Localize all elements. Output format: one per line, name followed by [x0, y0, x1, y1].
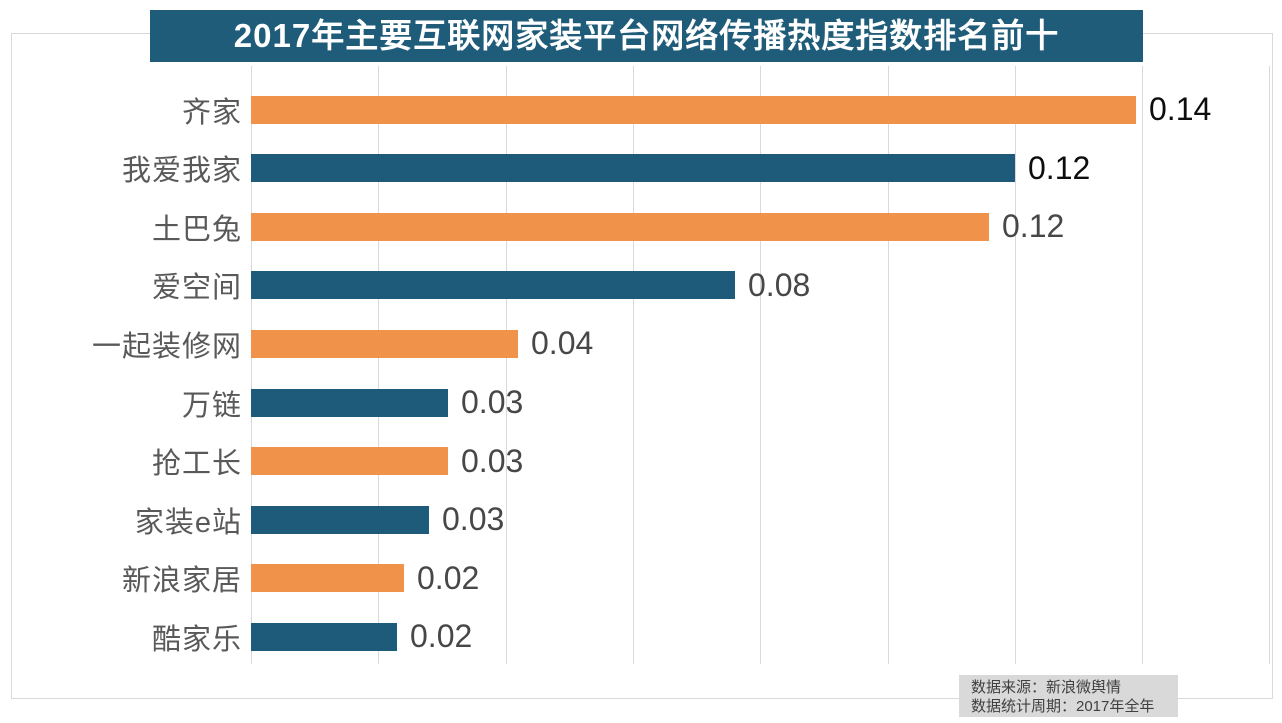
chart-title: 2017年主要互联网家装平台网络传播热度指数排名前十: [150, 10, 1143, 62]
value-label: 0.03: [442, 501, 505, 538]
bar-row: 齐家 0.14: [0, 80, 1282, 139]
value-label: 0.08: [748, 266, 811, 303]
bar-row: 我爱我家 0.12: [0, 139, 1282, 198]
bar: [251, 505, 429, 534]
bar: [251, 95, 1136, 124]
value-label: 0.04: [531, 325, 594, 362]
plot-border: [11, 33, 1273, 699]
bar-row: 一起装修网 0.04: [0, 314, 1282, 373]
value-label: 0.12: [1002, 208, 1065, 245]
value-label: 0.12: [1028, 149, 1091, 186]
source-line-1: 数据来源：新浪微舆情: [971, 679, 1122, 696]
bar: [251, 329, 518, 358]
bar: [251, 388, 448, 417]
category-label: 万链: [181, 389, 242, 422]
bar: [251, 271, 735, 300]
category-label: 土巴兔: [151, 213, 242, 246]
value-label: 0.02: [410, 618, 473, 655]
value-label: 0.14: [1149, 91, 1212, 128]
source-note: 数据来源：新浪微舆情 数据统计周期：2017年全年: [959, 675, 1178, 717]
bar-row: 家装e站 0.03: [0, 490, 1282, 549]
value-label: 0.03: [461, 384, 524, 420]
source-line-2: 数据统计周期：2017年全年: [971, 698, 1155, 715]
bar-row: 新浪家居 0.02: [0, 549, 1282, 608]
bar: [251, 564, 404, 593]
value-label: 0.02: [417, 559, 480, 596]
bar-row: 土巴兔 0.12: [0, 197, 1282, 256]
bar-row: 万链 0.03: [0, 373, 1282, 432]
value-label: 0.03: [461, 442, 524, 479]
category-label: 我爱我家: [121, 155, 242, 188]
bar-row: 爱空间 0.08: [0, 256, 1282, 315]
bar-row: 酷家乐 0.02: [0, 607, 1282, 666]
category-label: 齐家: [181, 96, 242, 129]
category-label: 家装e站: [134, 506, 242, 539]
category-label: 酷家乐: [151, 623, 242, 656]
bar: [251, 622, 397, 651]
bar: [251, 212, 989, 241]
category-label: 一起装修网: [91, 330, 242, 363]
bar-row: 抢工长 0.03: [0, 432, 1282, 491]
category-label: 爱空间: [151, 272, 242, 305]
bar: [251, 447, 448, 476]
category-label: 抢工长: [151, 448, 242, 481]
bar: [251, 154, 1015, 183]
category-label: 新浪家居: [121, 565, 242, 598]
